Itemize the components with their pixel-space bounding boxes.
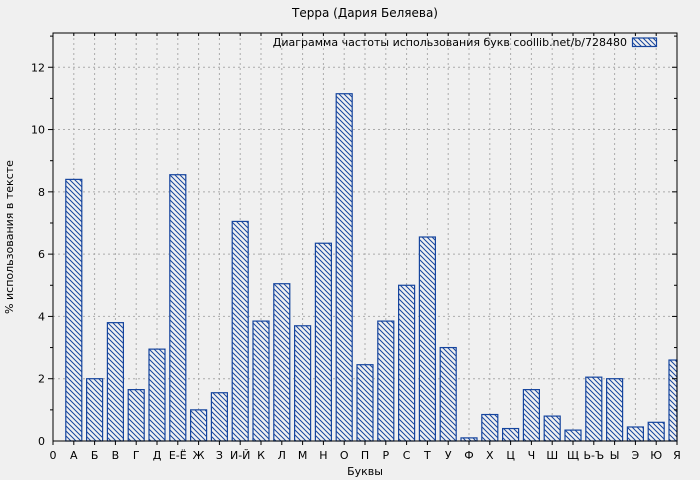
bar-О (335, 93, 353, 442)
bar-Ю (647, 421, 665, 442)
axis-ticks (48, 33, 678, 445)
x-tick-label: З (216, 449, 223, 462)
x-tick-label: Щ (567, 449, 579, 462)
bar-П (356, 364, 374, 442)
x-tick-label: В (112, 449, 120, 462)
bar-Г (127, 389, 145, 442)
y-tick-label: 0 (38, 435, 45, 448)
bar-Е-Ё (169, 174, 187, 442)
bar-Н (314, 242, 332, 442)
x-tick-label: Ю (650, 449, 662, 462)
bar-Р (377, 320, 395, 442)
y-tick-label: 10 (31, 124, 45, 137)
bar-Л (273, 283, 291, 442)
x-tick-label: О (340, 449, 349, 462)
bar-Э (626, 426, 645, 442)
y-tick-label: 6 (38, 248, 45, 261)
x-tick-label: С (403, 449, 411, 462)
bar-М (294, 325, 312, 442)
x-tick-label: Э (632, 449, 640, 462)
chart-title: Терра (Дария Беляева) (291, 6, 438, 20)
x-tick-label: Р (382, 449, 389, 462)
x-tick-label: М (298, 449, 308, 462)
y-axis-title: % использования в тексте (3, 160, 16, 314)
x-tick-label: Х (486, 449, 494, 462)
bars (65, 93, 678, 442)
x-tick-label: Ф (464, 449, 473, 462)
x-tick-label: Ч (528, 449, 536, 462)
bar-В (106, 322, 125, 442)
x-tick-label: Т (423, 449, 431, 462)
x-tick-label: 0 (50, 449, 57, 462)
bar-Ч (522, 389, 541, 442)
x-tick-label: Н (319, 449, 327, 462)
bar-И-Й (231, 220, 249, 442)
x-tick-label: Ь-Ъ (583, 449, 604, 462)
y-tick-label: 2 (38, 373, 45, 386)
bar-Т (418, 236, 436, 442)
bar-А (65, 178, 83, 442)
x-tick-label: Е-Ё (169, 449, 187, 462)
x-tick-label: Ы (610, 449, 620, 462)
bar-У (439, 346, 457, 442)
legend-swatch (631, 37, 658, 48)
x-tick-label: Ц (506, 449, 515, 462)
bar-Я (668, 359, 678, 442)
x-axis-title: Буквы (347, 465, 383, 478)
bar-С (398, 284, 416, 442)
bar-Д (148, 348, 166, 442)
bar-Ь-Ъ (585, 376, 603, 442)
x-tick-label: Г (133, 449, 140, 462)
y-tick-label: 8 (38, 186, 45, 199)
x-tick-label: Ж (193, 449, 205, 462)
bar-Б (85, 378, 104, 442)
bar-К (252, 320, 270, 442)
x-tick-label: У (445, 449, 452, 462)
bar-Ц (502, 427, 520, 442)
legend-key-swatch (631, 37, 658, 48)
legend-label: Диаграмма частоты использования букв coo… (273, 36, 627, 49)
bar-З (210, 392, 228, 442)
bar-Щ (564, 429, 582, 442)
y-tick-label: 12 (31, 61, 45, 74)
bar-Х (481, 413, 499, 442)
bar-Ы (605, 378, 624, 442)
x-tick-label: И-Й (230, 449, 250, 462)
bar-Ш (543, 415, 561, 442)
x-tick-label: Б (91, 449, 99, 462)
y-tick-label: 4 (38, 310, 45, 323)
bar-Ж (190, 409, 208, 442)
x-tick-label: Я (673, 449, 681, 462)
x-tick-label: Л (278, 449, 286, 462)
x-tick-label: Д (153, 449, 162, 462)
x-tick-label: К (257, 449, 265, 462)
x-tick-label: П (361, 449, 369, 462)
x-tick-label: А (70, 449, 78, 462)
x-tick-label: Ш (546, 449, 558, 462)
